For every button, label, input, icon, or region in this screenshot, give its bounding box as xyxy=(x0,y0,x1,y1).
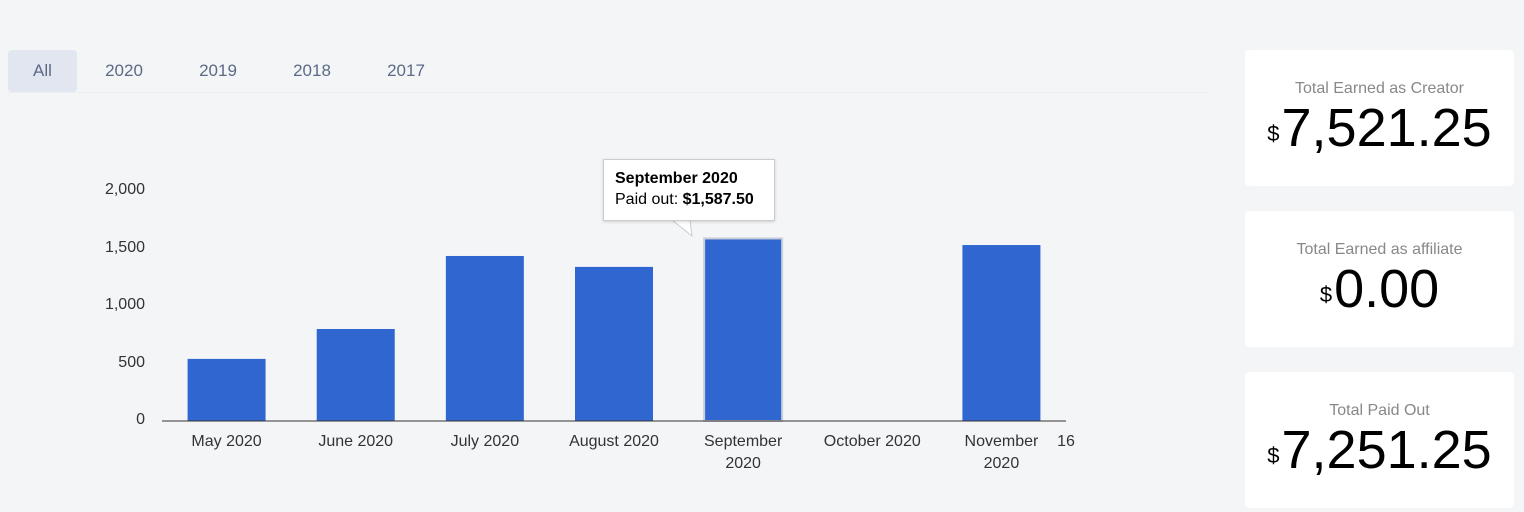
card-title: Total Paid Out xyxy=(1329,402,1430,419)
bar xyxy=(703,237,784,422)
tooltip-title: September 2020 xyxy=(615,170,738,187)
y-tick-label: 2,000 xyxy=(104,181,145,198)
amount: 7,521.25 xyxy=(1281,98,1492,158)
card-title: Total Earned as affiliate xyxy=(1296,241,1463,258)
x-tick-label: October 2020 xyxy=(823,433,921,450)
chart xyxy=(162,219,1066,422)
bar xyxy=(962,245,1041,421)
x-tick-label: August 2020 xyxy=(569,433,659,450)
bar xyxy=(316,329,395,421)
y-tick-label: 1,000 xyxy=(104,296,145,313)
currency: $ xyxy=(1319,282,1333,307)
x-tick-label: June 2020 xyxy=(318,433,394,450)
tab[interactable]: All xyxy=(8,50,77,92)
y-tick-label: 500 xyxy=(118,353,145,371)
bar xyxy=(187,358,266,421)
x-tick-label: July 2020 xyxy=(450,433,520,450)
bar xyxy=(445,255,524,421)
x-tick-label: November 2020 xyxy=(964,433,1039,472)
tooltip: September 2020 Paid out: $1,587.50 xyxy=(603,159,775,221)
stat-card: Total Paid Out $7,251.25 xyxy=(1245,372,1514,508)
stat-card: Total Earned as Creator $7,521.25 xyxy=(1245,50,1514,186)
y-tick-label: 1,500 xyxy=(104,238,145,256)
amount: 0.00 xyxy=(1334,259,1440,319)
tab[interactable]: 2020 xyxy=(105,61,143,80)
amount: 7,251.25 xyxy=(1281,420,1492,480)
card-title: Total Earned as Creator xyxy=(1295,80,1464,97)
y-tick-label: 0 xyxy=(136,411,145,428)
bar xyxy=(575,266,653,421)
tab[interactable]: 2017 xyxy=(387,61,425,80)
x-tick-label: May 2020 xyxy=(191,433,262,450)
tooltip-pointer xyxy=(671,219,693,238)
annotation: 16 xyxy=(1057,433,1075,450)
card-amount: $7,521.25 xyxy=(1245,100,1514,156)
tooltip-body: Paid out: $1,587.50 xyxy=(615,191,763,209)
currency: $ xyxy=(1267,121,1280,146)
tooltip-value: $1,587.50 xyxy=(682,191,754,208)
x-tick-label: September 2020 xyxy=(704,433,783,472)
tab-bar: All 2020 2019 2018 2017 xyxy=(8,50,1208,93)
currency: $ xyxy=(1267,443,1280,468)
card-amount: $0.00 xyxy=(1245,261,1514,317)
card-amount: $7,251.25 xyxy=(1245,422,1514,478)
tab[interactable]: 2019 xyxy=(199,61,237,80)
tooltip-label: Paid out: xyxy=(615,191,679,208)
stat-card: Total Earned as affiliate $0.00 xyxy=(1245,211,1514,347)
tab[interactable]: 2018 xyxy=(293,61,331,80)
